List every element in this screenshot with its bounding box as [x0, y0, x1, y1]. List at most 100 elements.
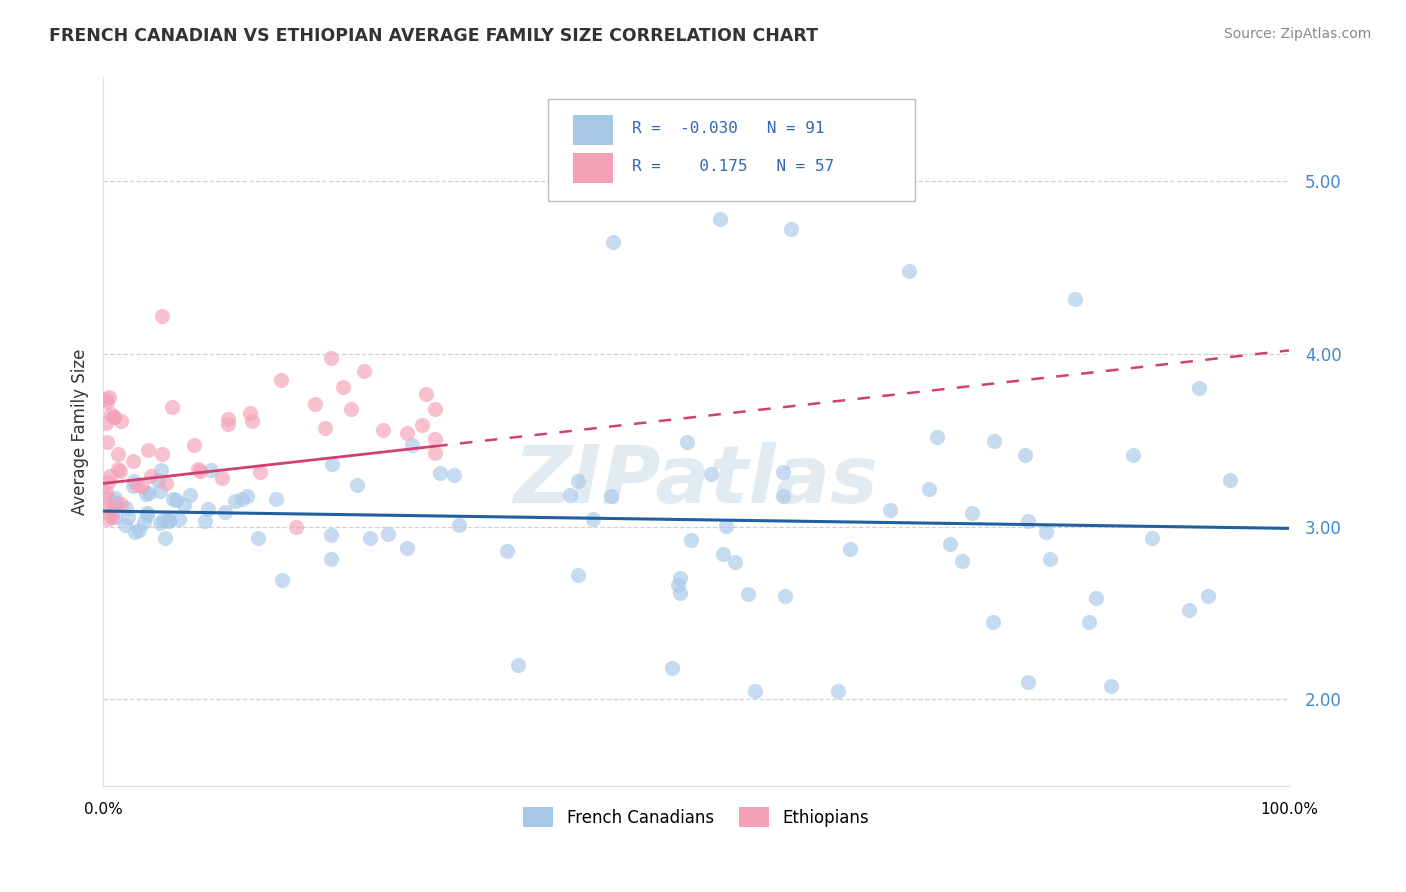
Point	[211, 471, 233, 485]
Point	[1017, 514, 1039, 528]
Point	[97, 390, 120, 404]
Point	[495, 544, 517, 558]
Point	[271, 573, 294, 587]
Point	[217, 411, 239, 425]
Point	[107, 447, 129, 461]
Point	[332, 380, 354, 394]
Point	[346, 478, 368, 492]
Point	[1140, 532, 1163, 546]
Point	[772, 465, 794, 479]
Point	[110, 414, 132, 428]
Point	[1017, 675, 1039, 690]
Point	[1078, 615, 1101, 629]
Y-axis label: Average Family Size: Average Family Size	[72, 349, 89, 515]
Point	[160, 400, 183, 414]
Point	[150, 447, 173, 461]
Point	[1014, 449, 1036, 463]
Point	[187, 462, 209, 476]
Point	[1099, 679, 1122, 693]
Point	[136, 506, 159, 520]
Point	[194, 514, 217, 528]
Point	[898, 264, 921, 278]
Point	[602, 235, 624, 249]
Point	[101, 510, 124, 524]
Point	[115, 501, 138, 516]
Point	[714, 519, 737, 533]
Text: R =    0.175   N = 57: R = 0.175 N = 57	[633, 159, 834, 174]
Point	[155, 475, 177, 490]
Point	[319, 527, 342, 541]
Point	[246, 531, 269, 545]
Point	[94, 499, 117, 513]
FancyBboxPatch shape	[572, 153, 613, 183]
Point	[1197, 590, 1219, 604]
Point	[224, 494, 246, 508]
Point	[709, 212, 731, 227]
Point	[321, 552, 343, 566]
Point	[918, 483, 941, 497]
Point	[443, 468, 465, 483]
Point	[1039, 552, 1062, 566]
Point	[359, 531, 381, 545]
Point	[107, 462, 129, 476]
Point	[700, 467, 723, 482]
Point	[239, 405, 262, 419]
Point	[581, 512, 603, 526]
Point	[938, 537, 960, 551]
Point	[152, 513, 174, 527]
Point	[1188, 381, 1211, 395]
Point	[411, 418, 433, 433]
Point	[668, 571, 690, 585]
Point	[149, 484, 172, 499]
Point	[157, 514, 180, 528]
Text: FRENCH CANADIAN VS ETHIOPIAN AVERAGE FAMILY SIZE CORRELATION CHART: FRENCH CANADIAN VS ETHIOPIAN AVERAGE FAM…	[49, 27, 818, 45]
Point	[136, 443, 159, 458]
Point	[108, 464, 131, 478]
Point	[146, 473, 169, 487]
Point	[377, 526, 399, 541]
Point	[94, 485, 117, 500]
Point	[1177, 603, 1199, 617]
Point	[264, 492, 287, 507]
Point	[423, 446, 446, 460]
Point	[105, 497, 128, 511]
Point	[600, 489, 623, 503]
Point	[104, 498, 127, 512]
Point	[395, 425, 418, 440]
Point	[153, 531, 176, 545]
Point	[1035, 524, 1057, 539]
Point	[1084, 591, 1107, 606]
Point	[679, 533, 702, 547]
Point	[724, 555, 747, 569]
Point	[960, 507, 983, 521]
Point	[94, 490, 117, 504]
Point	[139, 469, 162, 483]
Point	[96, 395, 118, 409]
Point	[200, 462, 222, 476]
Point	[100, 408, 122, 422]
Point	[668, 586, 690, 600]
Point	[122, 454, 145, 468]
Point	[1122, 449, 1144, 463]
Point	[304, 397, 326, 411]
Point	[166, 492, 188, 507]
Text: R =  -0.030   N = 91: R = -0.030 N = 91	[633, 121, 824, 136]
Point	[401, 438, 423, 452]
Point	[103, 409, 125, 424]
Point	[131, 478, 153, 492]
Point	[567, 568, 589, 582]
Point	[371, 423, 394, 437]
Legend: French Canadians, Ethiopians: French Canadians, Ethiopians	[516, 800, 876, 834]
Point	[104, 510, 127, 524]
Point	[981, 615, 1004, 629]
Point	[1219, 473, 1241, 487]
Point	[950, 553, 973, 567]
Point	[925, 429, 948, 443]
Point	[772, 489, 794, 503]
Point	[1064, 292, 1087, 306]
Point	[217, 417, 239, 432]
Point	[235, 489, 257, 503]
Point	[270, 373, 292, 387]
Point	[104, 491, 127, 505]
Point	[737, 586, 759, 600]
